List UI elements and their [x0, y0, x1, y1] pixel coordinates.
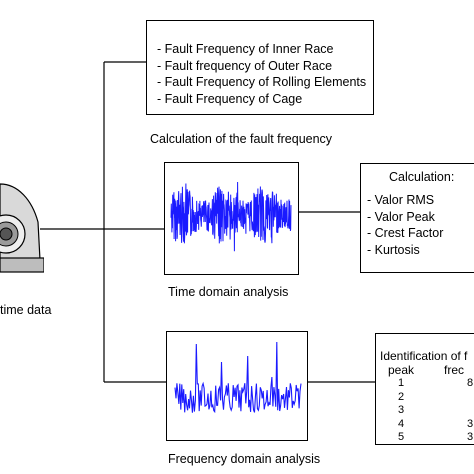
- time-data-label: time data: [0, 303, 52, 317]
- fault-frequency-caption: Calculation of the fault frequency: [150, 132, 333, 146]
- peak-number: 2: [398, 390, 405, 403]
- fault-frequency-item: - Fault frequency of Outer Race: [157, 58, 333, 73]
- frequency-domain-plot: [166, 331, 308, 441]
- fault-frequency-item: - Fault Frequency of Cage: [157, 91, 303, 106]
- frequency-column-header: frec: [444, 363, 465, 377]
- identification-box: Identification of f peak frec 1 2 3 4 5 …: [375, 333, 474, 445]
- frequency-spectrum-chart: [174, 341, 302, 414]
- time-signal-chart: [170, 181, 292, 252]
- frequency-spectrum-line: [174, 341, 302, 414]
- calculation-item: - Valor Peak: [367, 209, 435, 224]
- bearing-image: [0, 183, 44, 273]
- frequency-value: 3: [467, 417, 474, 430]
- frequency-value: 3: [467, 431, 474, 443]
- calculation-item: - Crest Factor: [367, 226, 444, 240]
- frequency-domain-caption: Frequency domain analysis: [168, 452, 321, 466]
- time-domain-plot: [164, 162, 299, 275]
- peak-number: 4: [398, 417, 405, 430]
- identification-title: Identification of f: [380, 349, 468, 363]
- time-domain-caption: Time domain analysis: [168, 285, 289, 299]
- calculation-item: - Kurtosis: [367, 242, 420, 257]
- fault-frequency-box: - Fault Frequency of Inner Race - Fault …: [146, 20, 374, 115]
- frequency-value: 8: [467, 377, 474, 389]
- calculation-item: - Valor RMS: [367, 193, 435, 207]
- peak-column: 1 2 3 4 5: [398, 377, 405, 444]
- peak-column-header: peak: [388, 363, 415, 377]
- calculation-list: - Valor RMS - Valor Peak - Crest Factor …: [367, 192, 443, 258]
- fault-frequency-list: - Fault Frequency of Inner Race - Fault …: [157, 41, 366, 107]
- time-signal-waveform: [170, 181, 292, 252]
- peak-number: 3: [398, 404, 405, 416]
- fault-frequency-item: - Fault Frequency of Inner Race: [157, 42, 334, 56]
- fault-frequency-item: - Fault Frequency of Rolling Elements: [157, 75, 367, 89]
- calculation-box: Calculation: - Valor RMS - Valor Peak - …: [360, 163, 474, 273]
- peak-number: 5: [398, 431, 405, 443]
- calculation-title: Calculation:: [389, 170, 455, 184]
- frequency-value: [467, 391, 473, 405]
- frequency-column: 8 3 3: [467, 377, 474, 444]
- peak-number: 1: [398, 377, 405, 389]
- frequency-value: [467, 404, 473, 418]
